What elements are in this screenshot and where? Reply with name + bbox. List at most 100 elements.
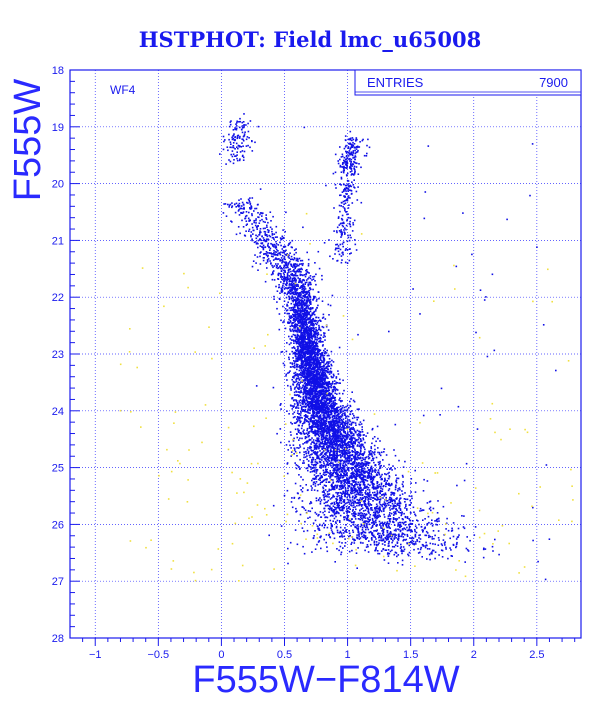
cmd-star-point	[375, 538, 377, 540]
cmd-star-point	[340, 484, 342, 486]
cmd-star-point	[352, 399, 355, 402]
cmd-star-point	[305, 350, 308, 353]
cmd-star-point	[301, 342, 304, 344]
cmd-star-point	[281, 276, 283, 278]
cmd-star-point	[381, 505, 384, 508]
cmd-star-point	[342, 505, 344, 508]
cmd-star-point	[294, 347, 296, 350]
cmd-star-point	[304, 408, 307, 411]
cmd-star-point	[301, 409, 304, 412]
cmd-star-point	[375, 548, 377, 550]
cmd-star-point	[332, 479, 334, 481]
cmd-star-point	[302, 409, 305, 411]
cmd-star-point	[397, 511, 400, 513]
cmd-star-point	[331, 415, 334, 417]
cmd-star-point	[356, 504, 358, 507]
cmd-star-point	[284, 327, 287, 330]
cmd-star-point	[447, 529, 450, 532]
cmd-star-point	[316, 307, 318, 309]
cmd-star-point	[262, 227, 265, 230]
cmd-star-point	[355, 482, 357, 484]
cmd-star-point	[374, 471, 377, 473]
cmd-star-point	[243, 206, 245, 209]
cmd-star-point	[303, 453, 305, 456]
cmd-star-point	[406, 508, 408, 510]
cmd-star-point	[368, 474, 370, 477]
cmd-star-point	[304, 362, 307, 364]
cmd-star-point	[420, 509, 423, 512]
cmd-star-point	[307, 367, 309, 369]
cmd-star-point	[296, 288, 299, 290]
cmd-star-point	[381, 473, 383, 476]
cmd-star-point	[463, 527, 466, 530]
cmd-star-point	[298, 257, 301, 260]
cmd-star-point	[286, 463, 289, 465]
cmd-star-point	[328, 534, 330, 537]
cmd-star-point	[397, 525, 399, 527]
cmd-star-point	[408, 495, 411, 497]
cmd-star-point	[314, 519, 317, 522]
cmd-star-point	[360, 447, 362, 450]
cmd-star-point	[357, 475, 359, 477]
cmd-star-point	[256, 204, 259, 206]
cmd-star-point	[290, 317, 292, 320]
cmd-star-point	[325, 352, 328, 354]
cmd-star-point	[305, 333, 307, 335]
cmd-star-point	[325, 422, 328, 425]
cmd-star-point	[319, 461, 321, 464]
cmd-star-point	[256, 226, 258, 229]
cmd-star-point	[449, 537, 451, 540]
cmd-star-point	[324, 493, 326, 495]
cmd-star-point	[393, 449, 395, 451]
cmd-star-point	[328, 389, 331, 392]
cmd-star-point	[289, 325, 292, 328]
cmd-star-point	[364, 520, 366, 523]
cmd-star-point	[295, 380, 298, 383]
cmd-star-point	[318, 524, 321, 526]
cmd-star-point	[452, 543, 455, 546]
cmd-star-point	[397, 562, 399, 564]
cmd-star-point	[352, 421, 355, 424]
cmd-star-point	[271, 234, 274, 236]
cmd-star-point	[336, 493, 339, 495]
cmd-star-point	[397, 522, 400, 524]
cmd-star-point	[338, 471, 341, 473]
cmd-star-point	[307, 263, 310, 265]
cmd-star-point	[335, 376, 338, 378]
cmd-star-point	[314, 394, 317, 396]
cmd-star-point	[360, 453, 362, 456]
cmd-star-point	[354, 511, 356, 513]
cmd-star-point	[287, 264, 289, 266]
cmd-star-point	[282, 305, 284, 308]
cmd-star-point	[297, 285, 300, 288]
cmd-star-point	[294, 416, 296, 418]
cmd-star-point	[344, 491, 346, 493]
cmd-star-point	[286, 281, 288, 283]
cmd-star-point	[314, 364, 317, 366]
cmd-star-point	[301, 281, 303, 283]
cmd-star-point	[331, 441, 334, 444]
cmd-star-point	[310, 468, 312, 470]
cmd-star-point	[288, 286, 291, 288]
cmd-star-point	[280, 525, 283, 527]
cmd-star-point	[302, 315, 305, 317]
cmd-star-point	[395, 481, 398, 484]
cmd-star-point	[304, 442, 306, 444]
cmd-star-point	[284, 308, 287, 310]
cmd-star-point	[372, 491, 374, 494]
cmd-star-point	[340, 446, 342, 449]
cmd-star-point	[428, 521, 430, 524]
cmd-star-point	[306, 324, 308, 326]
cmd-star-point	[342, 410, 344, 413]
cmd-star-point	[279, 241, 281, 244]
cmd-star-point	[332, 440, 335, 442]
cmd-star-point	[351, 453, 354, 456]
cmd-star-point	[318, 349, 320, 351]
cmd-star-point	[305, 432, 308, 435]
cmd-star-point	[331, 416, 334, 419]
cmd-star-point	[309, 298, 312, 301]
cmd-star-point	[402, 539, 404, 542]
cmd-star-point	[308, 364, 311, 366]
cmd-star-point	[280, 273, 282, 275]
cmd-star-point	[270, 252, 272, 254]
